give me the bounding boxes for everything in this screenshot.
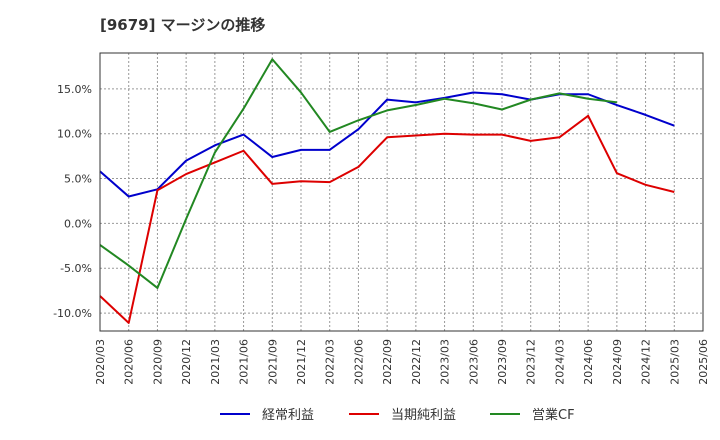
series-layer	[99, 58, 675, 324]
y-tick-label: 5.0%	[64, 173, 92, 186]
x-tick-label: 2024/09	[611, 339, 624, 385]
x-tick-label: 2021/06	[238, 339, 251, 385]
x-tick-label: 2020/06	[123, 339, 136, 385]
x-tick-label: 2023/09	[496, 339, 509, 385]
x-axis-ticks: 2020/03 2020/06 2020/09 2020/12 2021/03 2021/…	[94, 339, 710, 385]
x-tick-label: 2023/03	[439, 339, 452, 385]
x-tick-label: 2025/06	[697, 339, 710, 385]
grid	[100, 53, 703, 331]
series-line-0	[99, 91, 675, 198]
x-tick-label: 2023/12	[525, 339, 538, 385]
y-axis-ticks: -10.0% -5.0% 0.0% 5.0% 10.0% 15.0%	[53, 83, 92, 320]
x-tick-label: 2022/06	[352, 339, 365, 385]
legend: 経常利益 当期純利益 営業CF	[220, 407, 575, 423]
y-tick-label: -10.0%	[53, 307, 92, 320]
x-tick-label: 2023/06	[467, 339, 480, 385]
legend-label-0: 経常利益	[262, 408, 314, 423]
legend-label-2: 営業CF	[532, 407, 575, 423]
x-tick-label: 2024/03	[553, 339, 566, 385]
x-tick-label: 2020/12	[180, 339, 193, 385]
y-tick-label: 10.0%	[57, 128, 92, 141]
x-tick-label: 2022/12	[410, 339, 423, 385]
x-tick-label: 2022/09	[381, 339, 394, 385]
x-tick-label: 2020/03	[94, 339, 107, 385]
x-tick-label: 2021/09	[266, 339, 279, 385]
y-tick-label: -5.0%	[60, 262, 92, 275]
series-line-1	[99, 114, 675, 324]
series-line-2	[99, 58, 617, 289]
x-tick-label: 2022/03	[324, 339, 337, 385]
chart-title: [9679] マージンの推移	[100, 16, 266, 34]
x-tick-label: 2024/06	[582, 339, 595, 385]
x-tick-label: 2021/12	[295, 339, 308, 385]
x-tick-label: 2021/03	[209, 339, 222, 385]
y-tick-label: 0.0%	[64, 217, 92, 230]
y-tick-label: 15.0%	[57, 83, 92, 96]
x-tick-label: 2020/09	[151, 339, 164, 385]
x-tick-label: 2024/12	[640, 339, 653, 385]
x-tick-label: 2025/03	[668, 339, 681, 385]
legend-label-1: 当期純利益	[391, 408, 456, 423]
plot-frame	[99, 52, 704, 332]
